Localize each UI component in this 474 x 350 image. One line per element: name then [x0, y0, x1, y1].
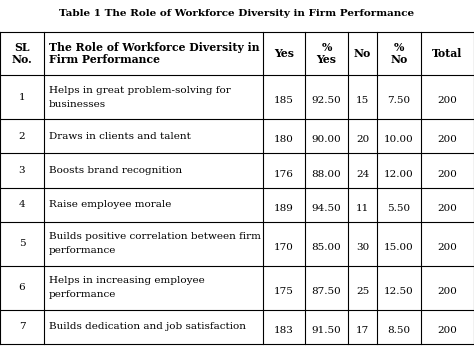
- Text: 185: 185: [274, 96, 294, 105]
- Text: 175: 175: [274, 287, 294, 296]
- Text: 200: 200: [438, 326, 457, 335]
- Text: Builds dedication and job satisfaction: Builds dedication and job satisfaction: [49, 322, 246, 331]
- Text: 88.00: 88.00: [312, 169, 341, 178]
- Text: Helps in great problem-solving for: Helps in great problem-solving for: [49, 86, 230, 95]
- Text: No: No: [354, 48, 371, 59]
- Text: 12.50: 12.50: [384, 287, 414, 296]
- Text: 170: 170: [274, 243, 294, 252]
- Text: 6: 6: [19, 283, 25, 292]
- Text: The Role of Workforce Diversity in: The Role of Workforce Diversity in: [49, 42, 259, 52]
- Text: 15.00: 15.00: [384, 243, 414, 252]
- Text: 200: 200: [438, 135, 457, 144]
- Text: Boosts brand recognition: Boosts brand recognition: [49, 166, 182, 175]
- Text: 92.50: 92.50: [312, 96, 341, 105]
- Text: 200: 200: [438, 169, 457, 178]
- Text: 2: 2: [19, 132, 25, 141]
- Text: 12.00: 12.00: [384, 169, 414, 178]
- Text: 25: 25: [356, 287, 369, 296]
- Text: 7: 7: [19, 322, 25, 331]
- Text: 94.50: 94.50: [312, 204, 341, 213]
- Text: 87.50: 87.50: [312, 287, 341, 296]
- Text: 3: 3: [19, 166, 25, 175]
- Text: 30: 30: [356, 243, 369, 252]
- Text: performance: performance: [49, 246, 116, 255]
- Text: 11: 11: [356, 204, 369, 213]
- Text: 10.00: 10.00: [384, 135, 414, 144]
- Text: 183: 183: [274, 326, 294, 335]
- Text: Raise employee morale: Raise employee morale: [49, 200, 171, 209]
- Text: 1: 1: [19, 93, 25, 102]
- Text: Helps in increasing employee: Helps in increasing employee: [49, 276, 205, 285]
- Text: Builds positive correlation between firm: Builds positive correlation between firm: [49, 232, 261, 241]
- Text: SL: SL: [14, 42, 30, 52]
- Text: %: %: [321, 42, 332, 52]
- Text: 5.50: 5.50: [387, 204, 410, 213]
- Text: 17: 17: [356, 326, 369, 335]
- Text: Table 1 The Role of Workforce Diversity in Firm Performance: Table 1 The Role of Workforce Diversity …: [59, 9, 415, 18]
- Text: 7.50: 7.50: [387, 96, 410, 105]
- Text: 200: 200: [438, 96, 457, 105]
- Text: No: No: [390, 54, 408, 65]
- Text: 8.50: 8.50: [387, 326, 410, 335]
- Text: No.: No.: [12, 54, 32, 65]
- Text: 189: 189: [274, 204, 294, 213]
- Text: 85.00: 85.00: [312, 243, 341, 252]
- Text: 176: 176: [274, 169, 294, 178]
- Text: Total: Total: [432, 48, 463, 59]
- Text: 90.00: 90.00: [312, 135, 341, 144]
- Text: Yes: Yes: [317, 54, 337, 65]
- Text: Yes: Yes: [274, 48, 294, 59]
- Text: Draws in clients and talent: Draws in clients and talent: [49, 132, 191, 141]
- Text: 200: 200: [438, 204, 457, 213]
- Text: 15: 15: [356, 96, 369, 105]
- Text: 20: 20: [356, 135, 369, 144]
- Text: businesses: businesses: [49, 100, 106, 109]
- Text: 180: 180: [274, 135, 294, 144]
- Text: 91.50: 91.50: [312, 326, 341, 335]
- Text: 200: 200: [438, 243, 457, 252]
- Text: Firm Performance: Firm Performance: [49, 54, 160, 65]
- Text: 200: 200: [438, 287, 457, 296]
- Text: 4: 4: [19, 200, 25, 209]
- Text: 24: 24: [356, 169, 369, 178]
- Text: performance: performance: [49, 290, 116, 299]
- Text: 5: 5: [19, 239, 25, 248]
- Text: %: %: [394, 42, 404, 52]
